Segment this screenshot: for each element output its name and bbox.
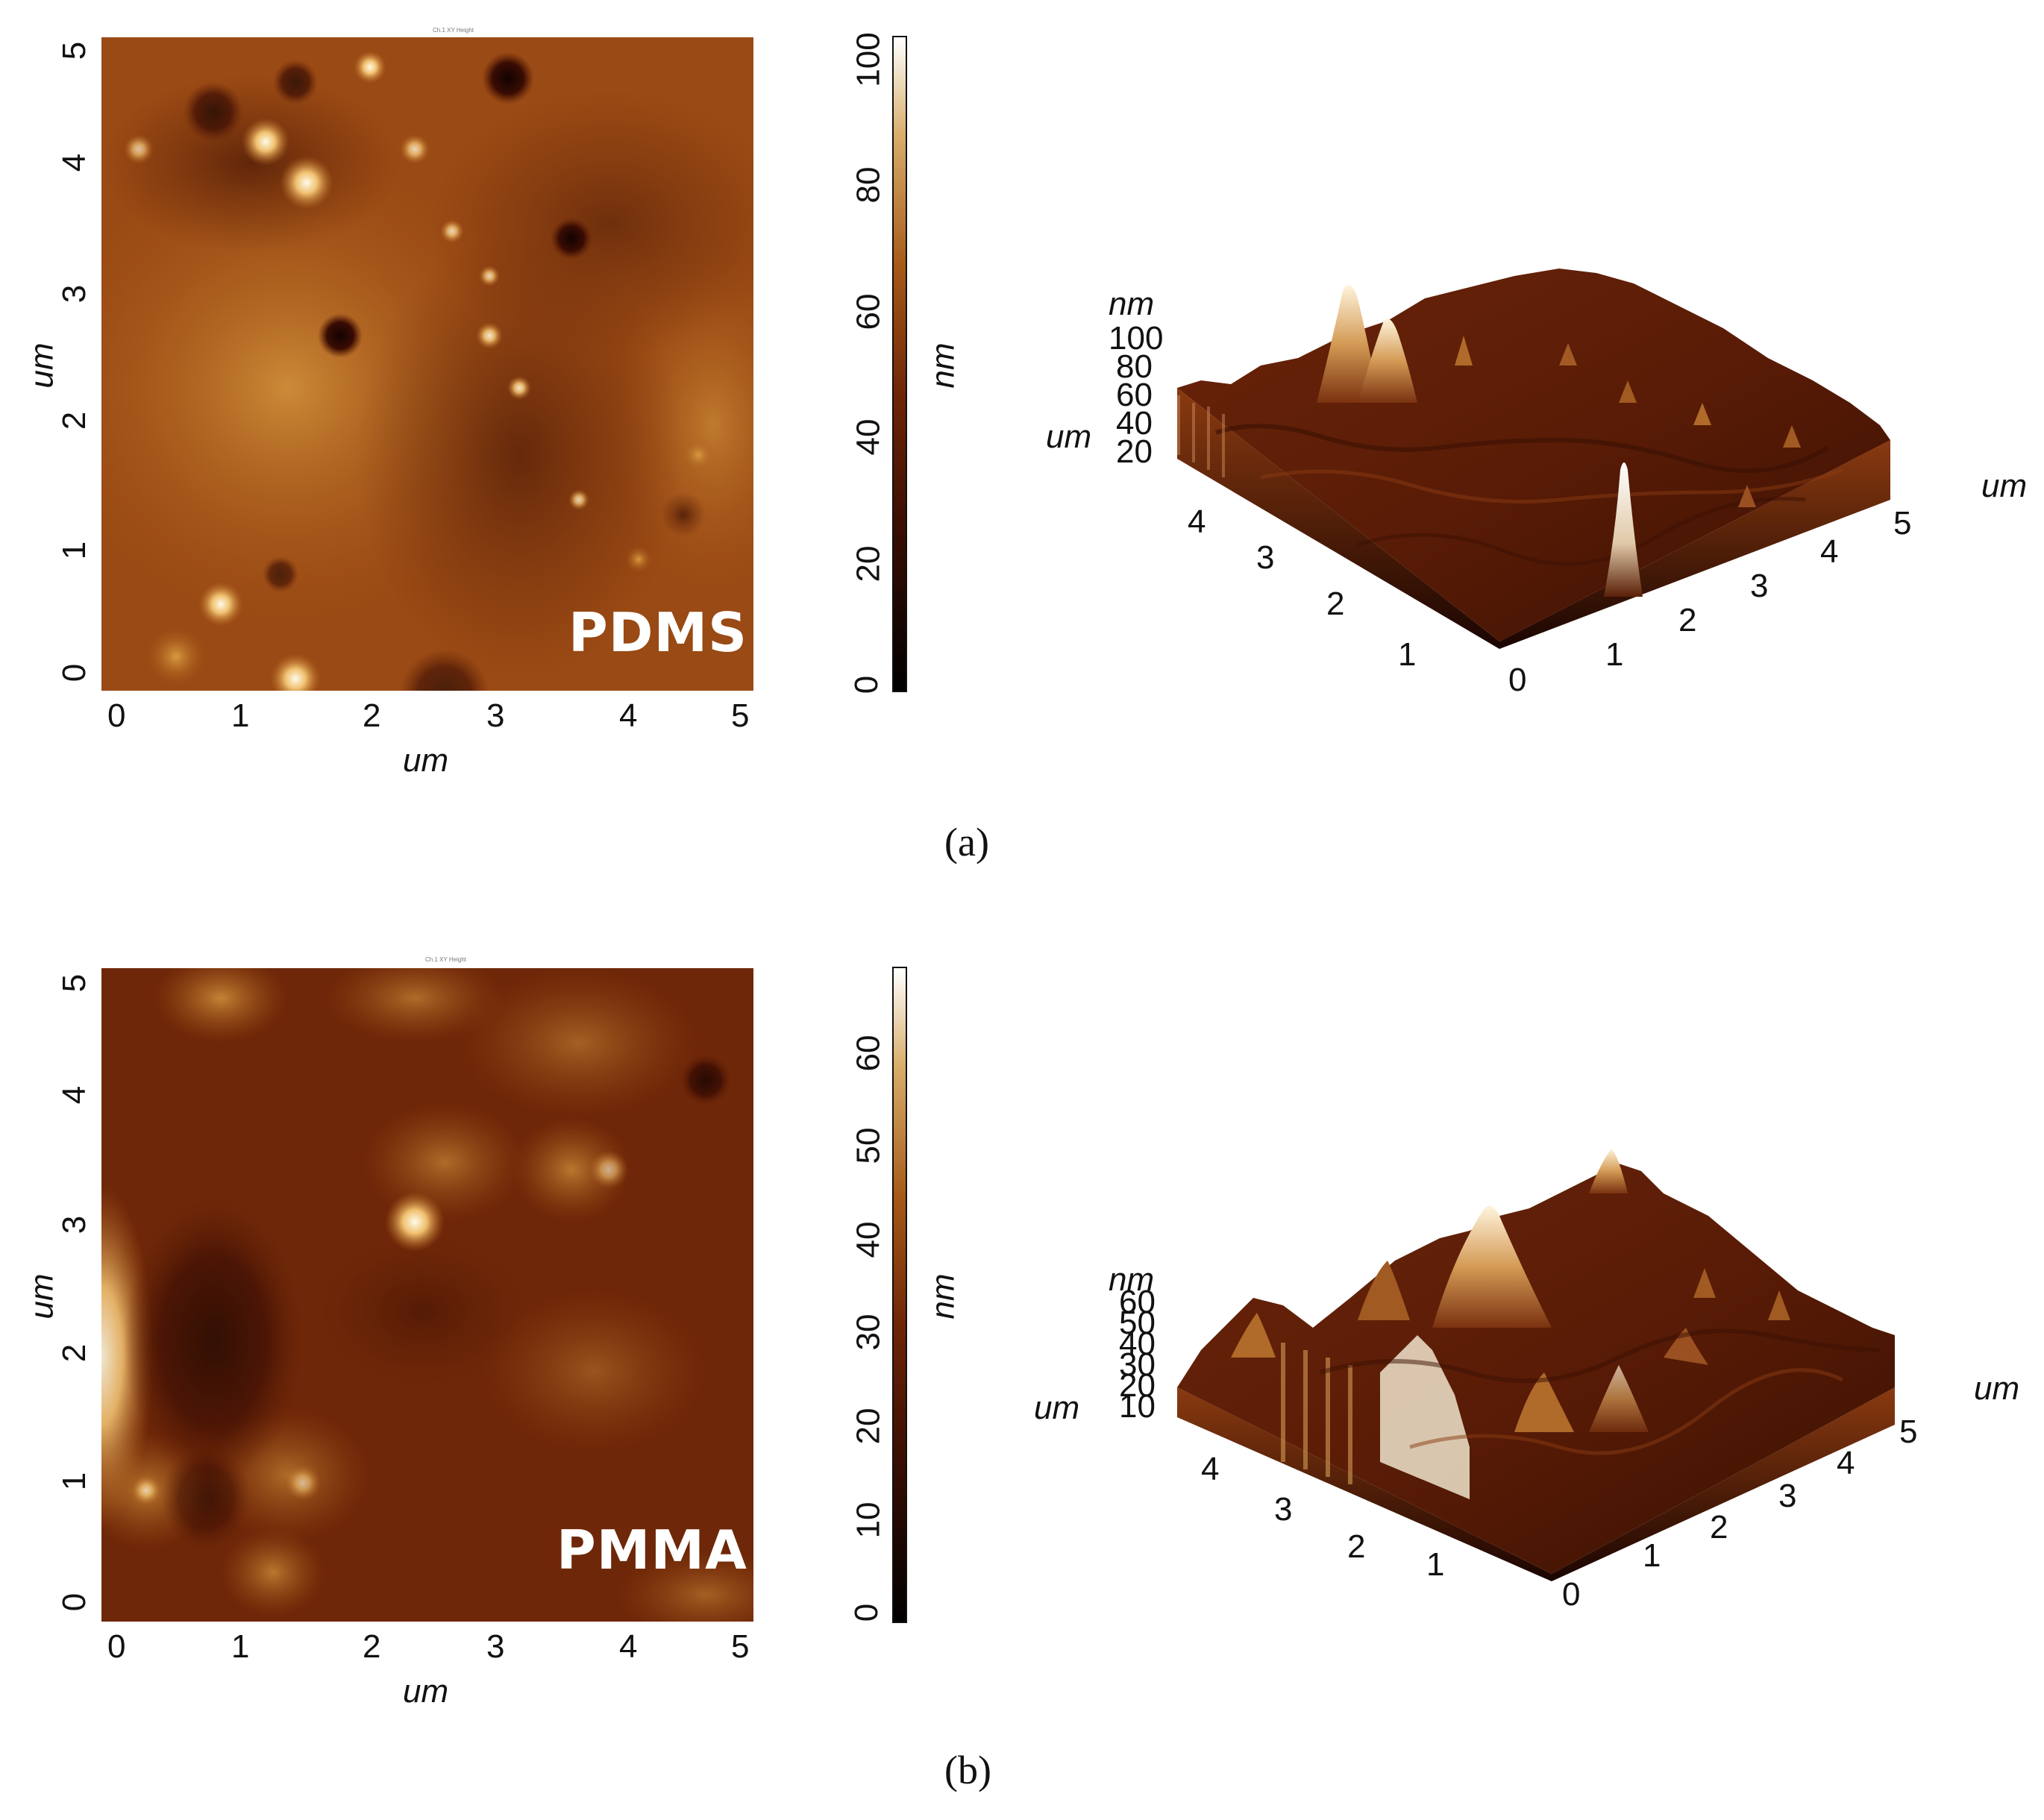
x-axis-label: um bbox=[403, 742, 449, 779]
z-tick: 20 bbox=[1116, 433, 1153, 470]
surface-right-tick: 2 bbox=[1710, 1509, 1728, 1546]
z-tick: 50 bbox=[1119, 1305, 1156, 1341]
y-tick: 5 bbox=[56, 973, 93, 993]
map-title: Ch.1 XY Height bbox=[425, 956, 466, 963]
colorbar-unit: nm bbox=[924, 342, 962, 389]
x-tick: 2 bbox=[363, 1628, 381, 1665]
z-tick: 40 bbox=[1119, 1325, 1156, 1362]
surface-right-axis-unit: um bbox=[1974, 1370, 2020, 1407]
surface-left-tick: 3 bbox=[1256, 539, 1275, 576]
colorbar-tick: 10 bbox=[850, 1502, 887, 1539]
surface-left-axis-unit: um bbox=[1034, 1390, 1080, 1426]
surface-right-tick: 1 bbox=[1605, 636, 1624, 673]
colorbar-tick: 50 bbox=[850, 1127, 887, 1164]
surface-left-tick: 4 bbox=[1188, 503, 1206, 540]
surface-left-tick: 1 bbox=[1398, 636, 1417, 673]
afm-3d-surface bbox=[1171, 254, 1902, 671]
z-tick: 60 bbox=[1119, 1284, 1156, 1320]
sample-label: PDMS bbox=[568, 601, 748, 664]
y-tick: 3 bbox=[56, 284, 93, 304]
surface-right-tick: 3 bbox=[1778, 1478, 1797, 1514]
y-tick: 2 bbox=[56, 1343, 93, 1363]
surface-right-tick: 0 bbox=[1562, 1576, 1581, 1613]
surface-right-tick: 1 bbox=[1643, 1537, 1661, 1574]
surface-left-tick: 3 bbox=[1274, 1491, 1293, 1528]
afm-height-map bbox=[101, 37, 753, 691]
y-tick: 5 bbox=[56, 41, 93, 60]
y-tick: 2 bbox=[56, 411, 93, 430]
z-tick: 20 bbox=[1119, 1367, 1156, 1404]
colorbar-tick: 20 bbox=[850, 1408, 887, 1445]
x-tick: 0 bbox=[107, 1628, 126, 1665]
colorbar-tick: 0 bbox=[848, 675, 885, 694]
z-tick: 80 bbox=[1116, 348, 1153, 385]
surface-right-tick: 4 bbox=[1837, 1445, 1855, 1481]
colorbar-tick: 100 bbox=[850, 32, 887, 87]
colorbar-tick: 60 bbox=[850, 1035, 887, 1072]
y-axis-label: um bbox=[23, 1273, 60, 1320]
surface-right-axis-unit: um bbox=[1981, 468, 2028, 504]
y-tick: 3 bbox=[56, 1215, 93, 1234]
surface-left-axis-unit: um bbox=[1046, 418, 1092, 455]
colorbar-tick: 0 bbox=[848, 1603, 885, 1622]
z-tick: 40 bbox=[1116, 405, 1153, 442]
z-axis-unit: nm bbox=[1109, 1261, 1155, 1298]
surface-right-tick: 0 bbox=[1508, 662, 1527, 698]
x-tick: 5 bbox=[731, 697, 750, 734]
y-tick: 1 bbox=[56, 541, 93, 560]
z-tick: 60 bbox=[1116, 377, 1153, 413]
surface-left-tick: 2 bbox=[1326, 586, 1345, 622]
y-tick: 0 bbox=[56, 663, 93, 682]
colorbar-tick: 80 bbox=[850, 166, 887, 204]
y-tick: 4 bbox=[56, 153, 93, 172]
z-tick: 30 bbox=[1119, 1346, 1156, 1383]
y-tick: 1 bbox=[56, 1472, 93, 1491]
surface-left-tick: 1 bbox=[1426, 1546, 1445, 1583]
x-tick: 4 bbox=[619, 697, 638, 734]
z-tick: 10 bbox=[1119, 1388, 1156, 1425]
colorbar-tick: 40 bbox=[850, 1221, 887, 1258]
colorbar-unit: nm bbox=[924, 1273, 962, 1320]
map-title: Ch.1 XY Height bbox=[433, 27, 474, 34]
colorbar-tick: 60 bbox=[850, 293, 887, 330]
afm-height-map bbox=[101, 968, 753, 1622]
surface-left-tick: 2 bbox=[1347, 1528, 1366, 1565]
surface-left-tick: 4 bbox=[1201, 1451, 1220, 1487]
y-tick: 0 bbox=[56, 1592, 93, 1612]
panel-caption: (b) bbox=[944, 1748, 991, 1792]
y-tick: 4 bbox=[56, 1085, 93, 1105]
colorbar bbox=[892, 36, 907, 692]
panel-caption: (a) bbox=[944, 820, 989, 865]
colorbar bbox=[892, 967, 907, 1623]
x-tick: 3 bbox=[486, 697, 505, 734]
x-tick: 0 bbox=[107, 697, 126, 734]
z-tick: 100 bbox=[1109, 320, 1164, 357]
colorbar-tick: 30 bbox=[850, 1314, 887, 1351]
x-axis-label: um bbox=[403, 1673, 449, 1710]
surface-right-tick: 2 bbox=[1678, 602, 1697, 638]
x-tick: 1 bbox=[231, 1628, 250, 1665]
surface-right-tick: 5 bbox=[1899, 1413, 1918, 1450]
x-tick: 3 bbox=[486, 1628, 505, 1665]
x-tick: 2 bbox=[363, 697, 381, 734]
colorbar-tick: 40 bbox=[850, 418, 887, 456]
x-tick: 5 bbox=[731, 1628, 750, 1665]
colorbar-tick: 20 bbox=[850, 545, 887, 583]
afm-3d-surface bbox=[1171, 1149, 1902, 1581]
y-axis-label: um bbox=[23, 342, 60, 389]
z-axis-unit: nm bbox=[1109, 286, 1155, 322]
surface-right-tick: 3 bbox=[1750, 568, 1769, 604]
surface-right-tick: 5 bbox=[1893, 505, 1912, 542]
x-tick: 4 bbox=[619, 1628, 638, 1665]
surface-right-tick: 4 bbox=[1820, 533, 1839, 570]
sample-label: PMMA bbox=[557, 1519, 747, 1581]
x-tick: 1 bbox=[231, 697, 250, 734]
